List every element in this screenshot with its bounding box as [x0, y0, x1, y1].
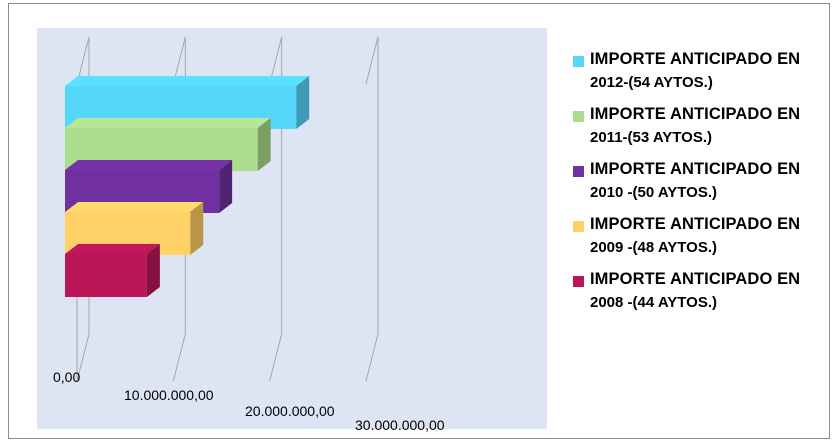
bar-side-face — [146, 244, 160, 297]
gridline-top-depth — [365, 36, 379, 85]
gridline-floor-depth — [269, 333, 283, 382]
legend-item: IMPORTE ANTICIPADO EN 2010 -(50 AYTOS.) — [571, 160, 833, 215]
legend-swatch — [573, 111, 584, 122]
bar-side-face — [190, 202, 204, 255]
legend-label-line2: 2011-(53 AYTOS.) — [590, 129, 713, 146]
bar-5 — [65, 244, 160, 297]
legend-item: IMPORTE ANTICIPADO EN 2008 -(44 AYTOS.) — [571, 270, 833, 325]
legend-label-line1: IMPORTE ANTICIPADO EN — [590, 270, 801, 288]
bar-top-face — [65, 118, 271, 128]
x-tick-label: 20.000.000,00 — [245, 403, 335, 419]
legend-item: IMPORTE ANTICIPADO EN 2012-(54 AYTOS.) — [571, 50, 833, 105]
bar-side-face — [296, 76, 310, 129]
bar-side-face — [219, 160, 233, 213]
chart-frame: 0,00 10.000.000,00 20.000.000,00 30.000.000… — [8, 3, 830, 439]
x-tick-label: 30.000.000,00 — [355, 417, 445, 433]
legend-label-line1: IMPORTE ANTICIPADO EN — [590, 160, 801, 178]
legend: IMPORTE ANTICIPADO EN 2012-(54 AYTOS.) IMP… — [571, 50, 833, 325]
bar-top-face — [65, 160, 233, 170]
legend-label-line1: IMPORTE ANTICIPADO EN — [590, 50, 801, 68]
legend-swatch — [573, 166, 584, 177]
legend-swatch — [573, 56, 584, 67]
gridline-floor-depth — [76, 333, 90, 382]
legend-item: IMPORTE ANTICIPADO EN 2011-(53 AYTOS.) — [571, 105, 833, 160]
legend-item: IMPORTE ANTICIPADO EN 2009 -(48 AYTOS.) — [571, 215, 833, 270]
legend-swatch — [573, 221, 584, 232]
bar-top-face — [65, 202, 204, 212]
bar-chart: 0,00 10.000.000,00 20.000.000,00 30.000.000… — [37, 28, 547, 433]
legend-label-line2: 2008 -(44 AYTOS.) — [590, 294, 718, 311]
x-axis-tick-labels: 0,00 10.000.000,00 20.000.000,00 30.000.000… — [53, 369, 445, 433]
legend-label-line2: 2009 -(48 AYTOS.) — [590, 239, 718, 256]
legend-label-line1: IMPORTE ANTICIPADO EN — [590, 105, 801, 123]
bar-front-face — [65, 254, 147, 297]
legend-label-line2: 2010 -(50 AYTOS.) — [590, 184, 718, 201]
legend-label-line2: 2012-(54 AYTOS.) — [590, 74, 713, 91]
legend-swatch — [573, 276, 584, 287]
legend-label-line1: IMPORTE ANTICIPADO EN — [590, 215, 801, 233]
bars — [65, 76, 310, 297]
bar-top-face — [65, 76, 310, 86]
x-tick-label: 0,00 — [53, 369, 80, 385]
gridline-floor-depth — [172, 333, 186, 382]
bar-top-face — [65, 244, 160, 254]
x-tick-label: 10.000.000,00 — [124, 387, 214, 403]
bar-side-face — [257, 118, 271, 171]
gridline-floor-depth — [365, 333, 379, 382]
